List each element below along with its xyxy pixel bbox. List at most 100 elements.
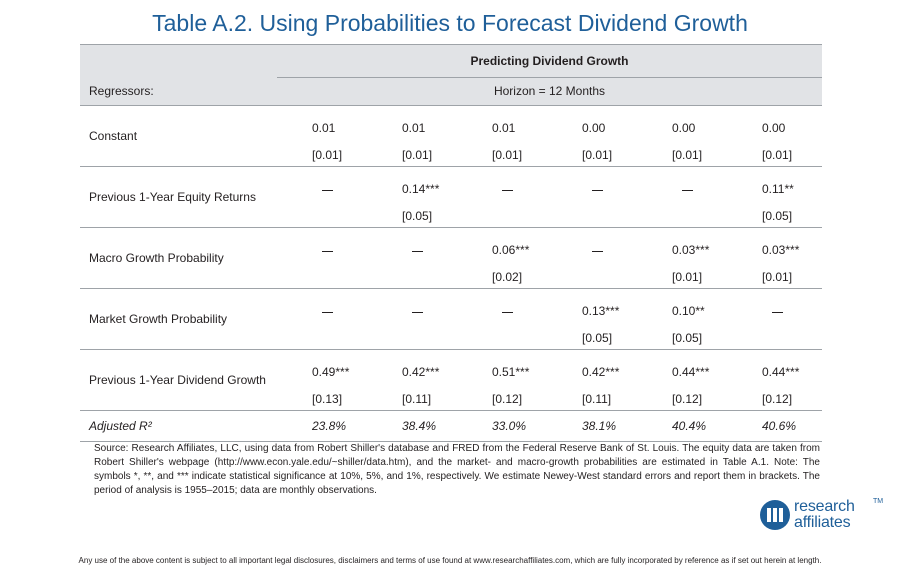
coefficient: 0.11** xyxy=(762,182,794,196)
table-cell xyxy=(582,228,674,288)
standard-error: [0.11] xyxy=(582,392,612,406)
standard-error: [0.01] xyxy=(672,148,703,162)
table-body: Constant 0.01 [0.01] 0.01 [0.01] 0.01 [0.01] 0.… xyxy=(80,105,822,410)
coefficient: 0.42*** xyxy=(402,365,440,379)
table-cell xyxy=(312,289,404,349)
source-note: Source: Research Affiliates, LLC, using … xyxy=(94,443,820,496)
adjusted-r2-value: 33.0% xyxy=(492,419,527,433)
coefficient: 0.42*** xyxy=(582,365,620,379)
table-cell: 0.44*** [0.12] xyxy=(672,350,764,410)
empty-dash xyxy=(322,190,333,191)
logo-text-research: research xyxy=(794,498,855,515)
standard-error: [0.01] xyxy=(402,148,433,162)
empty-dash xyxy=(322,251,333,252)
legal-disclaimer: Any use of the above content is subject … xyxy=(78,556,822,565)
table-cell xyxy=(582,167,674,227)
coefficient: 0.14*** xyxy=(402,182,440,196)
coefficient: 0.01 xyxy=(312,121,336,135)
table-cell: 0.13*** [0.05] xyxy=(582,289,674,349)
regression-table: Predicting Dividend Growth Horizon = 12 … xyxy=(80,44,822,442)
coefficient: 0.01 xyxy=(492,121,516,135)
row-label: Previous 1-Year Dividend Growth xyxy=(89,373,266,387)
standard-error: [0.01] xyxy=(312,148,343,162)
table-header: Predicting Dividend Growth Horizon = 12 … xyxy=(80,44,822,105)
research-affiliates-logo: research affiliates TM xyxy=(760,498,884,536)
standard-error: [0.12] xyxy=(492,392,523,406)
table-cell xyxy=(492,167,584,227)
row-label: Constant xyxy=(89,129,138,143)
table-cell: 0.44*** [0.12] xyxy=(762,350,854,410)
coefficient: 0.01 xyxy=(402,121,426,135)
table-cell: 0.03*** [0.01] xyxy=(672,228,764,288)
standard-error: [0.12] xyxy=(672,392,703,406)
row-label: Macro Growth Probability xyxy=(89,251,224,265)
logo-mark-icon xyxy=(760,500,790,530)
coefficient: 0.00 xyxy=(672,121,696,135)
empty-dash xyxy=(322,312,333,313)
standard-error: [0.01] xyxy=(672,270,703,284)
group-header: Predicting Dividend Growth xyxy=(277,45,822,78)
table-cell: 0.01 [0.01] xyxy=(402,106,494,166)
coefficient: 0.03*** xyxy=(762,243,800,257)
table-cell: 0.03*** [0.01] xyxy=(762,228,854,288)
coefficient: 0.44*** xyxy=(762,365,800,379)
adjusted-r2-label: Adjusted R² xyxy=(89,419,152,433)
standard-error: [0.11] xyxy=(402,392,432,406)
table-cell: 0.06*** [0.02] xyxy=(492,228,584,288)
empty-dash xyxy=(592,190,603,191)
adjusted-r2-value: 38.4% xyxy=(402,419,437,433)
standard-error: [0.05] xyxy=(582,331,613,345)
table-row: Previous 1-Year Equity Returns 0.14*** [0.… xyxy=(80,166,822,227)
logo-text-affiliates: affiliates xyxy=(794,514,851,531)
table-cell xyxy=(762,289,854,349)
empty-dash xyxy=(502,312,513,313)
table-cell xyxy=(492,289,584,349)
table-cell: 0.01 [0.01] xyxy=(492,106,584,166)
table-row: Constant 0.01 [0.01] 0.01 [0.01] 0.01 [0.01] 0.… xyxy=(80,105,822,166)
standard-error: [0.01] xyxy=(492,148,523,162)
coefficient: 0.13*** xyxy=(582,304,620,318)
adjusted-r2-row: Adjusted R² 23.8% 38.4% 33.0% 38.1% 40.4% 40.… xyxy=(80,410,822,442)
regressors-header: Regressors: xyxy=(89,84,154,98)
table-cell: 0.00 [0.01] xyxy=(582,106,674,166)
standard-error: [0.05] xyxy=(672,331,703,345)
standard-error: [0.01] xyxy=(762,270,793,284)
adjusted-r2-value: 38.1% xyxy=(582,419,617,433)
table-cell: 0.00 [0.01] xyxy=(762,106,854,166)
table-row: Market Growth Probability 0.13*** [0.05] 0.… xyxy=(80,288,822,349)
table-cell: 0.10** [0.05] xyxy=(672,289,764,349)
table-row: Previous 1-Year Dividend Growth 0.49*** [0… xyxy=(80,349,822,410)
adjusted-r2-value: 23.8% xyxy=(312,419,347,433)
standard-error: [0.05] xyxy=(402,209,433,223)
row-label: Previous 1-Year Equity Returns xyxy=(89,190,256,204)
table-cell xyxy=(402,289,494,349)
logo-tm: TM xyxy=(873,498,884,505)
empty-dash xyxy=(772,312,783,313)
empty-dash xyxy=(682,190,693,191)
coefficient: 0.49*** xyxy=(312,365,350,379)
table-cell: 0.01 [0.01] xyxy=(312,106,404,166)
horizon-header: Horizon = 12 Months xyxy=(493,84,606,98)
table-cell xyxy=(402,228,494,288)
table-row: Macro Growth Probability 0.06*** [0.02] 0.0… xyxy=(80,227,822,288)
coefficient: 0.06*** xyxy=(492,243,530,257)
table-cell: 0.49*** [0.13] xyxy=(312,350,404,410)
standard-error: [0.13] xyxy=(312,392,343,406)
empty-dash xyxy=(412,251,423,252)
table-cell: 0.51*** [0.12] xyxy=(492,350,584,410)
empty-dash xyxy=(502,190,513,191)
adjusted-r2-value: 40.6% xyxy=(762,419,797,433)
coefficient: 0.00 xyxy=(762,121,786,135)
coefficient: 0.00 xyxy=(582,121,606,135)
coefficient: 0.44*** xyxy=(672,365,710,379)
coefficient: 0.10** xyxy=(672,304,705,318)
table-cell xyxy=(312,167,404,227)
empty-dash xyxy=(412,312,423,313)
standard-error: [0.01] xyxy=(762,148,793,162)
table-cell: 0.42*** [0.11] xyxy=(582,350,674,410)
empty-dash xyxy=(592,251,603,252)
coefficient: 0.03*** xyxy=(672,243,710,257)
standard-error: [0.05] xyxy=(762,209,793,223)
standard-error: [0.12] xyxy=(762,392,793,406)
adjusted-r2-value: 40.4% xyxy=(672,419,707,433)
